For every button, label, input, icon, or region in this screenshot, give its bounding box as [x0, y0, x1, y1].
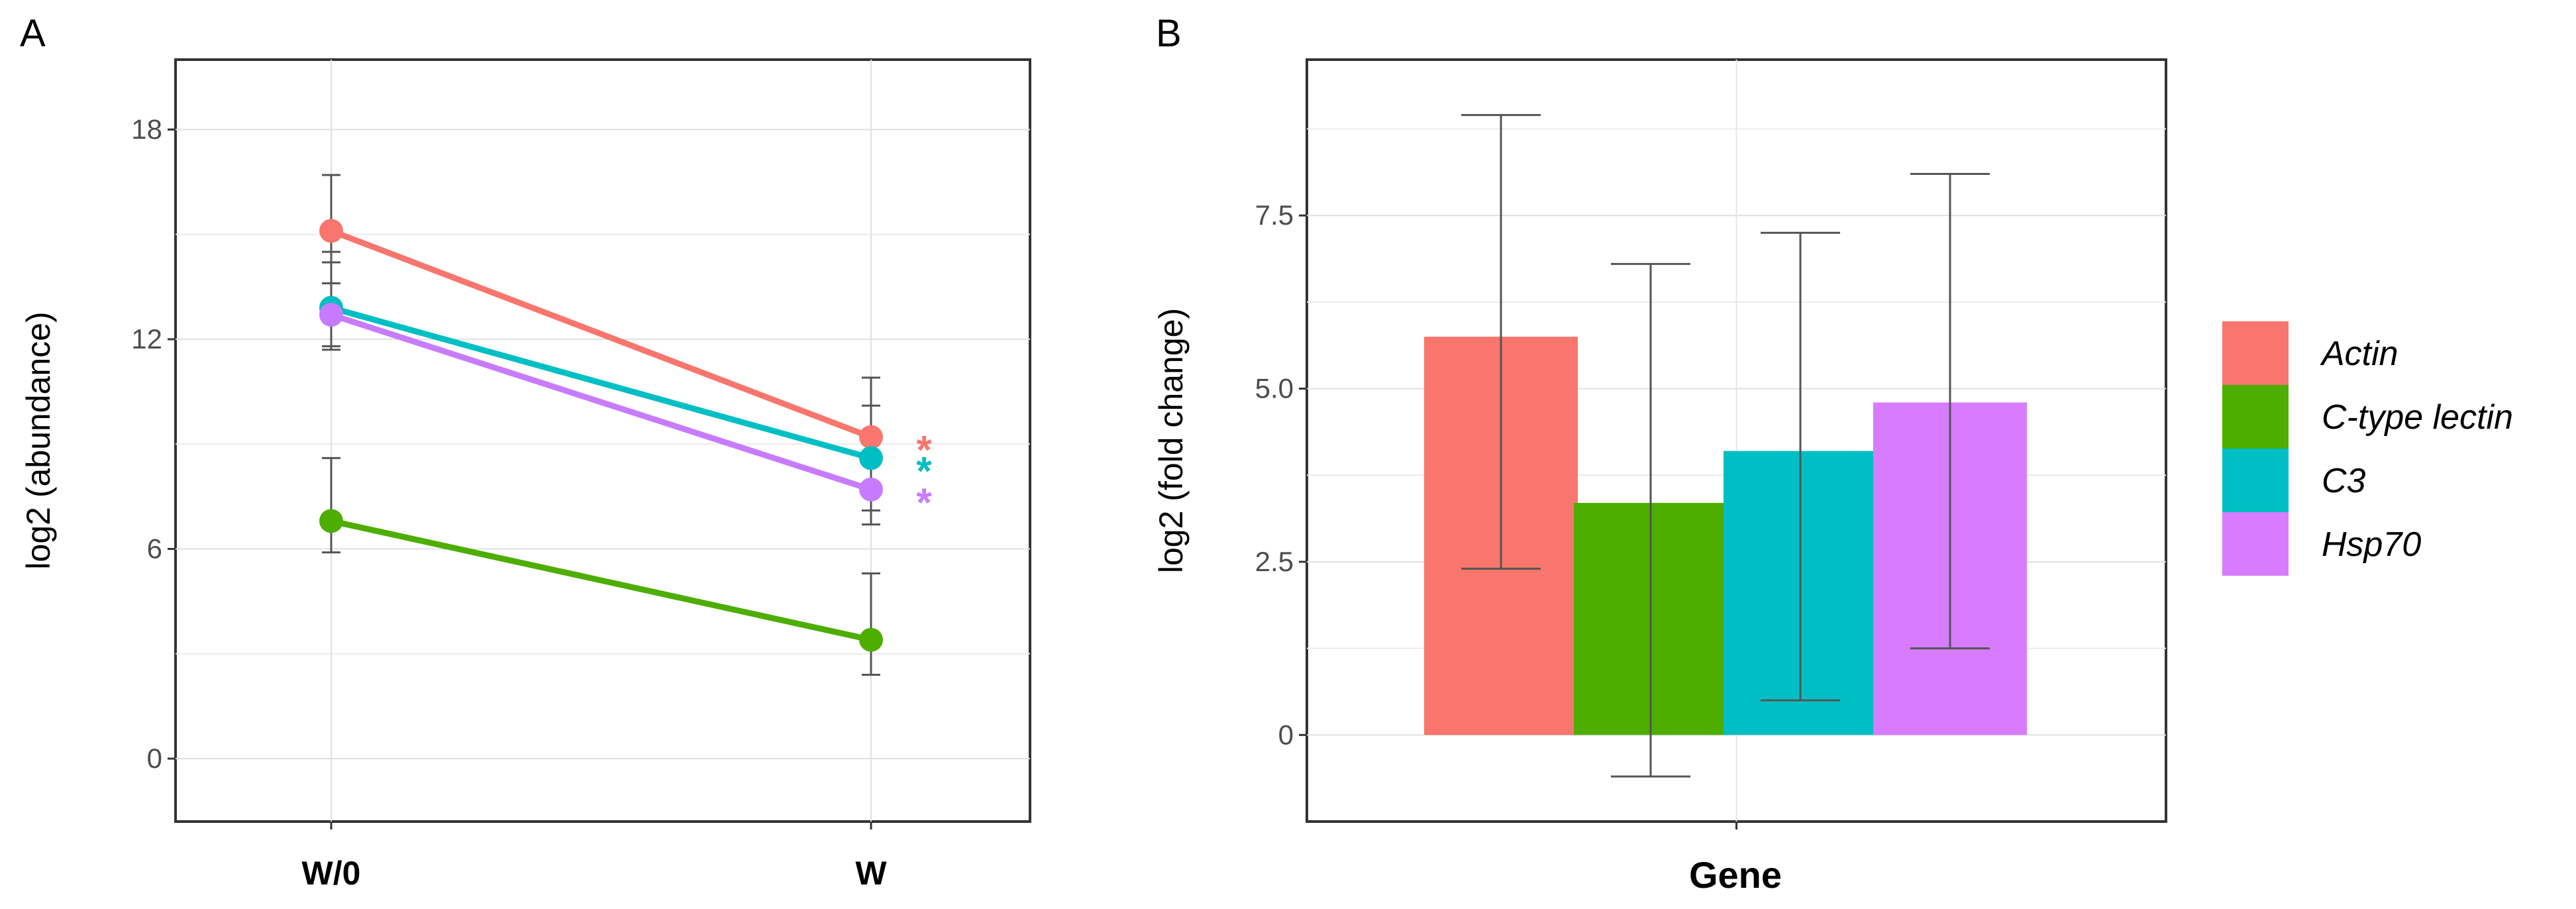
- y-tick-label: 12: [131, 323, 162, 354]
- y-tick-label: 0: [1278, 719, 1294, 750]
- x-tick-label-w-0: W/0: [302, 855, 361, 892]
- panel-b-error-bars: [1461, 114, 1990, 778]
- legend-label-hsp70: Hsp70: [2322, 525, 2421, 564]
- panel-b-x-axis-title: Gene: [1689, 854, 1782, 896]
- legend-label-c3: C3: [2322, 462, 2366, 500]
- panel-b-legend: Actin C-type lectin C3 Hsp70: [2222, 321, 2513, 576]
- panel-b-y-ticks: 0 2.5 5.0 7.5: [1255, 199, 1737, 829]
- y-tick-label: 6: [147, 533, 162, 564]
- panel-label-a: A: [20, 12, 46, 55]
- series-line-c3: [328, 305, 874, 461]
- series-line-actin: [328, 227, 874, 441]
- data-point-c-type-lectin: [859, 627, 883, 652]
- data-point-c3: [859, 446, 883, 470]
- panel-a-y-axis-title: log2 (abundance): [20, 311, 57, 569]
- series-line-c-type-lectin: [328, 517, 874, 643]
- y-tick-label: 2.5: [1255, 546, 1294, 577]
- panel-a-x-ticks: W/0 W: [302, 822, 887, 892]
- y-tick-label: 0: [147, 743, 162, 774]
- legend-swatch-hsp70: [2222, 512, 2289, 576]
- significance-marker-actin: *: [916, 428, 932, 472]
- significance-marker-hsp70: *: [916, 480, 932, 525]
- panel-b-y-axis-title: log2 (fold change): [1153, 308, 1190, 573]
- y-tick-label: 7.5: [1255, 199, 1294, 231]
- legend-swatch-c3: [2222, 449, 2289, 512]
- legend-label-c-type-lectin: C-type lectin: [2322, 398, 2513, 437]
- data-point-actin: [859, 425, 883, 449]
- panel-a-plot-area: [174, 58, 1031, 823]
- significance-marker-c3: *: [916, 449, 932, 493]
- y-tick-label: 5.0: [1255, 373, 1294, 404]
- legend-swatch-actin: [2222, 321, 2289, 385]
- panel-a-series: ***: [319, 174, 932, 676]
- y-tick-label: 18: [131, 114, 162, 145]
- data-point-hsp70: [319, 303, 343, 327]
- x-tick-label-w: W: [855, 855, 887, 892]
- panel-a-y-ticks: 0 6 12 18: [131, 114, 176, 774]
- data-point-hsp70: [859, 477, 883, 502]
- panel-b-bar-chart: 0 2.5 5.0 7.5 log2 (fold change) Gene Actin…: [1153, 58, 2513, 896]
- data-point-c-type-lectin: [319, 509, 343, 533]
- panel-label-b: B: [1156, 12, 1182, 55]
- legend-label-actin: Actin: [2320, 335, 2398, 373]
- series-line-hsp70: [328, 311, 874, 493]
- legend-swatch-c-type-lectin: [2222, 385, 2289, 449]
- data-point-actin: [319, 219, 343, 243]
